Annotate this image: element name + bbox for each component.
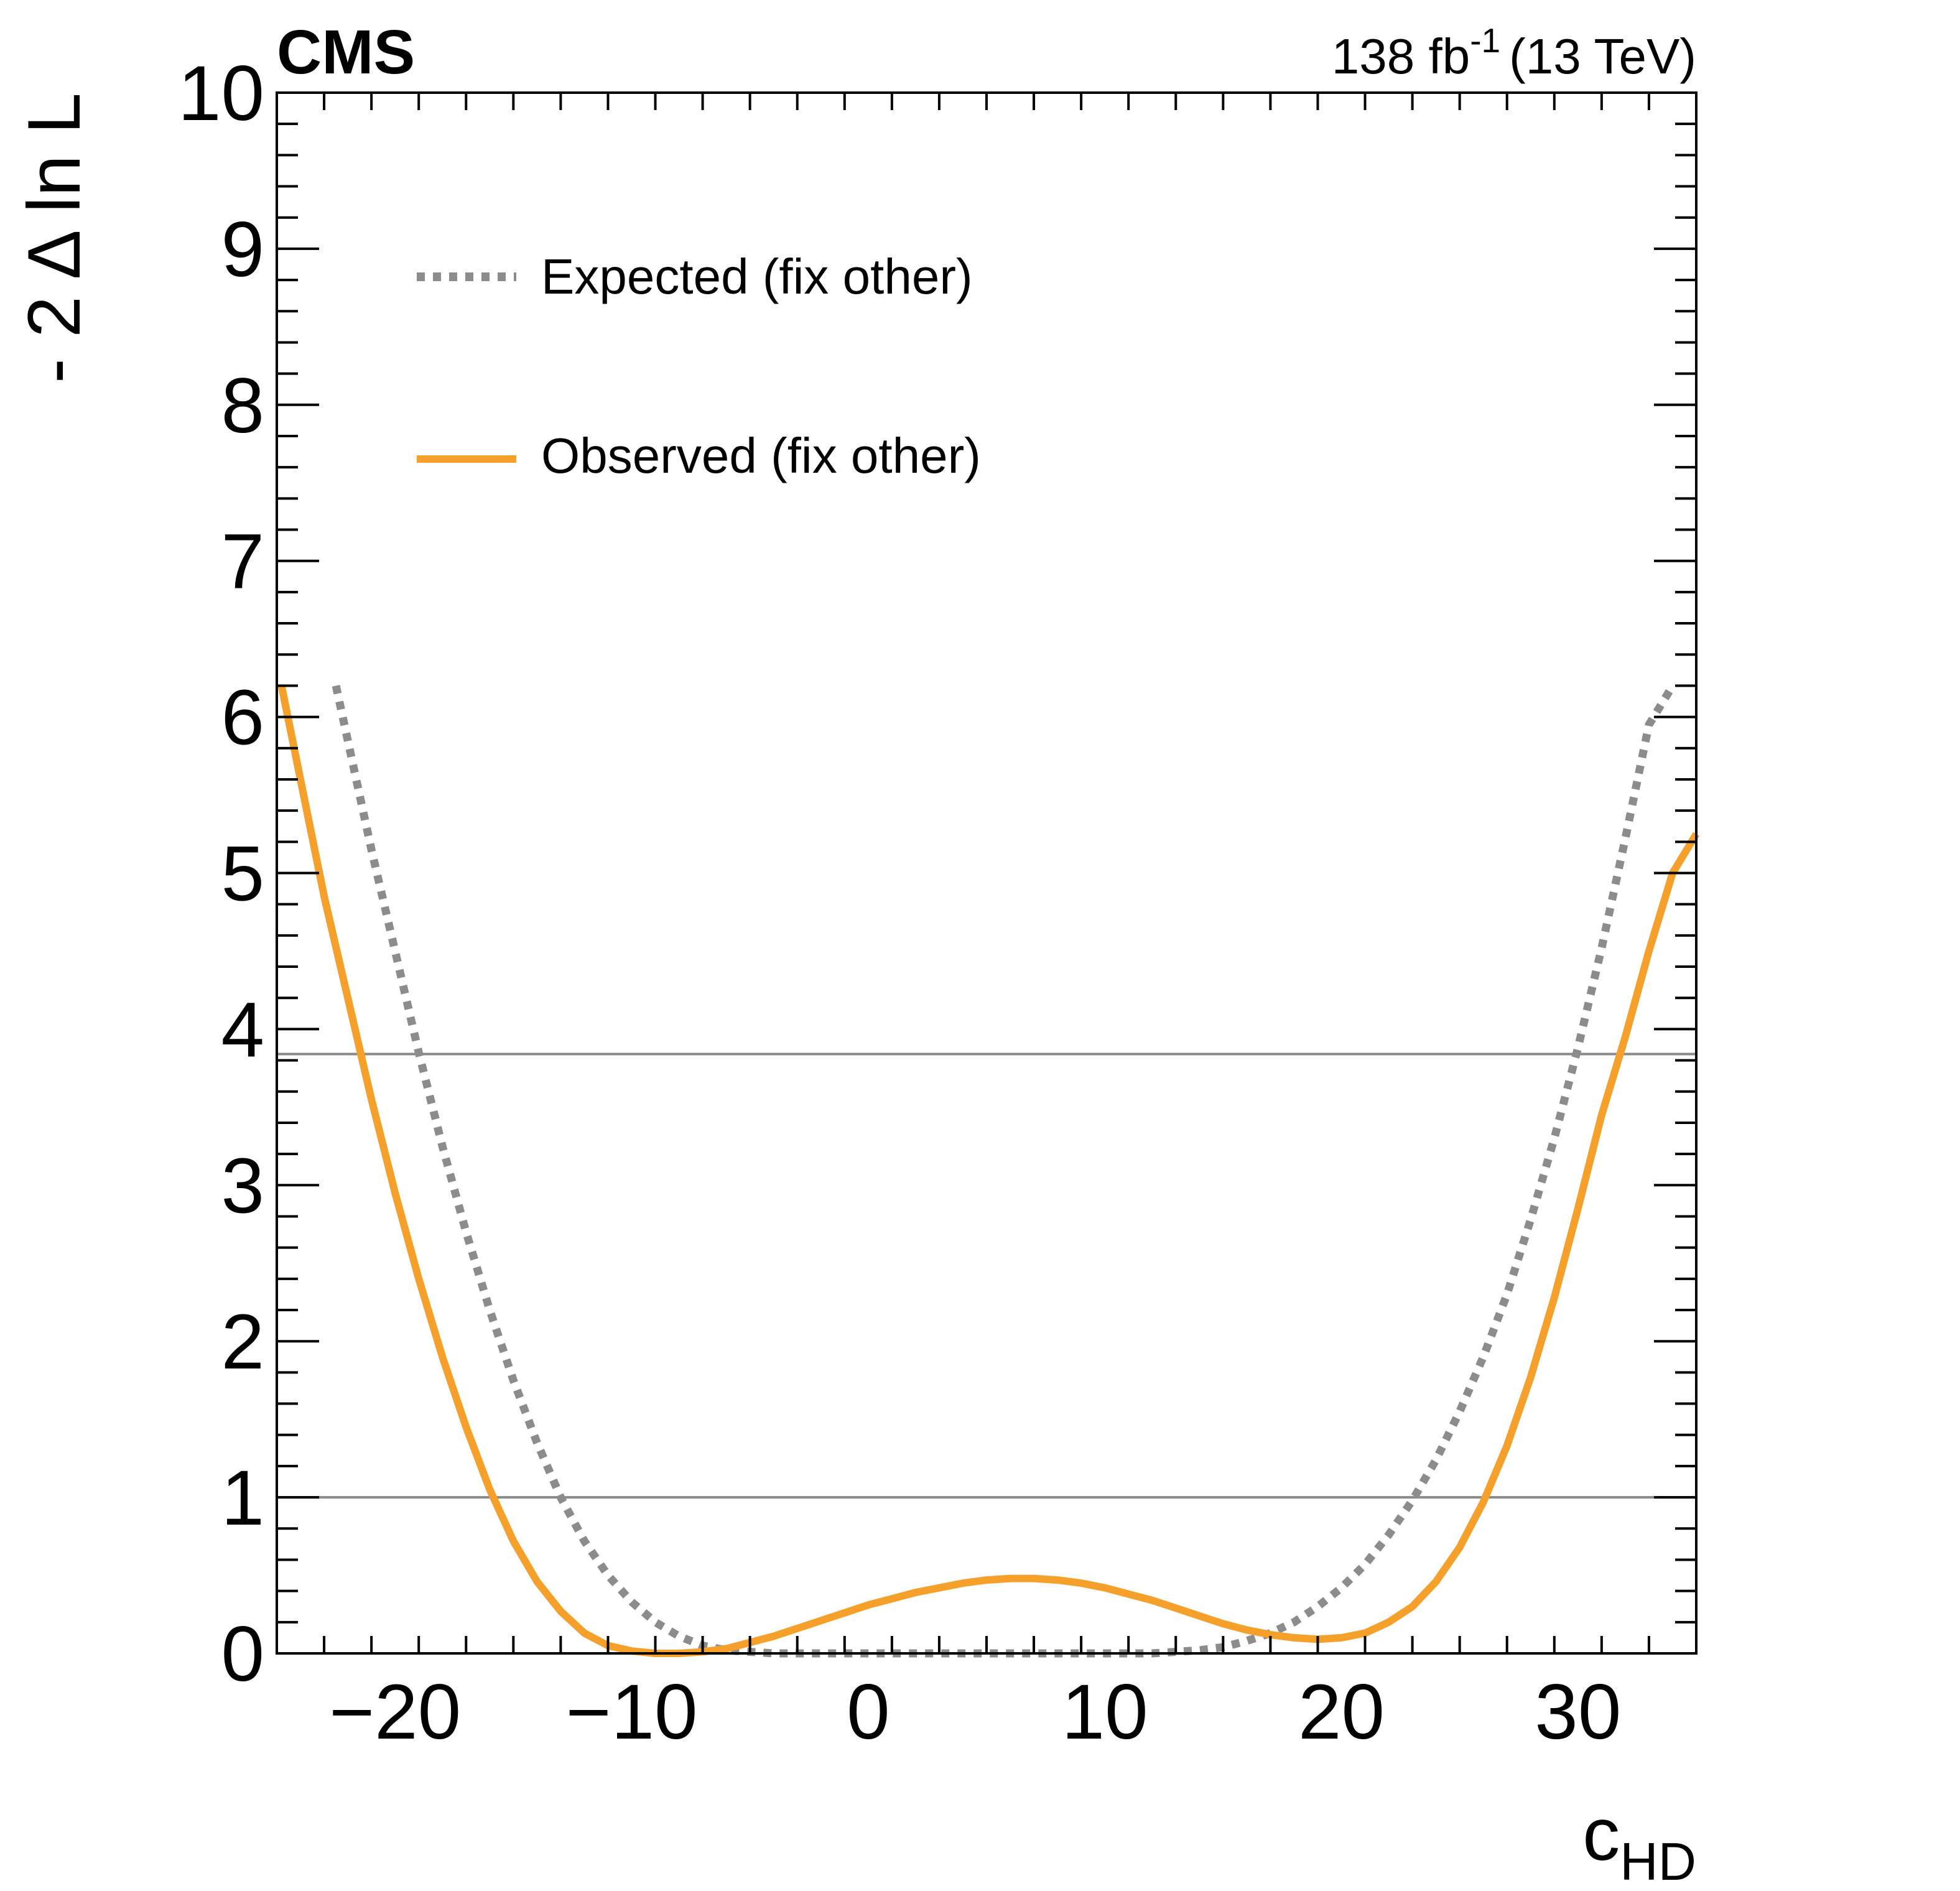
y-tick-label: 1 — [221, 1455, 264, 1541]
legend-entry-observed: Observed (fix other) — [417, 428, 981, 483]
x-tick-label: −10 — [565, 1669, 697, 1755]
legend-label-expected: Expected (fix other) — [541, 249, 973, 304]
x-axis-title-sub: HD — [1620, 1833, 1696, 1891]
y-tick-label: 9 — [221, 207, 264, 293]
luminosity-label: 138 fb — [1332, 29, 1470, 84]
x-tick-label: 30 — [1535, 1669, 1621, 1755]
experiment-label: CMS — [277, 17, 415, 87]
series-line-1 — [277, 685, 1700, 1657]
legend: Expected (fix other) Observed (fix other… — [417, 249, 981, 483]
y-tick-labels: 0 1 2 3 4 5 6 7 8 9 10 — [178, 50, 264, 1698]
y-tick-label: 2 — [221, 1299, 264, 1385]
energy-label: (13 TeV) — [1509, 29, 1696, 84]
y-tick-label: 6 — [221, 675, 264, 761]
legend-entry-expected: Expected (fix other) — [417, 249, 973, 304]
luminosity-energy-label: 138 fb-1 (13 TeV) — [1332, 21, 1696, 84]
y-tick-label: 10 — [178, 50, 264, 137]
x-axis-title: cHD — [1582, 1793, 1696, 1891]
luminosity-exponent: -1 — [1470, 21, 1500, 60]
tick-marks — [276, 91, 1698, 1655]
y-tick-label: 8 — [221, 363, 264, 449]
y-tick-label: 5 — [221, 831, 264, 918]
y-tick-label: 3 — [221, 1143, 264, 1229]
y-tick-label: 7 — [221, 519, 264, 605]
y-axis-title: - 2 Δ ln L — [12, 93, 96, 383]
y-tick-label: 0 — [221, 1611, 264, 1698]
x-tick-label: 20 — [1298, 1669, 1385, 1755]
x-axis-title-main: c — [1582, 1793, 1620, 1876]
x-tick-labels: −20 −10 0 10 20 30 — [329, 1669, 1621, 1755]
reference-lines — [277, 1052, 1696, 1499]
x-tick-label: 0 — [847, 1669, 890, 1755]
x-tick-label: 10 — [1062, 1669, 1148, 1755]
x-tick-label: −20 — [329, 1669, 461, 1755]
legend-label-observed: Observed (fix other) — [541, 428, 981, 483]
y-tick-label: 4 — [221, 987, 264, 1073]
